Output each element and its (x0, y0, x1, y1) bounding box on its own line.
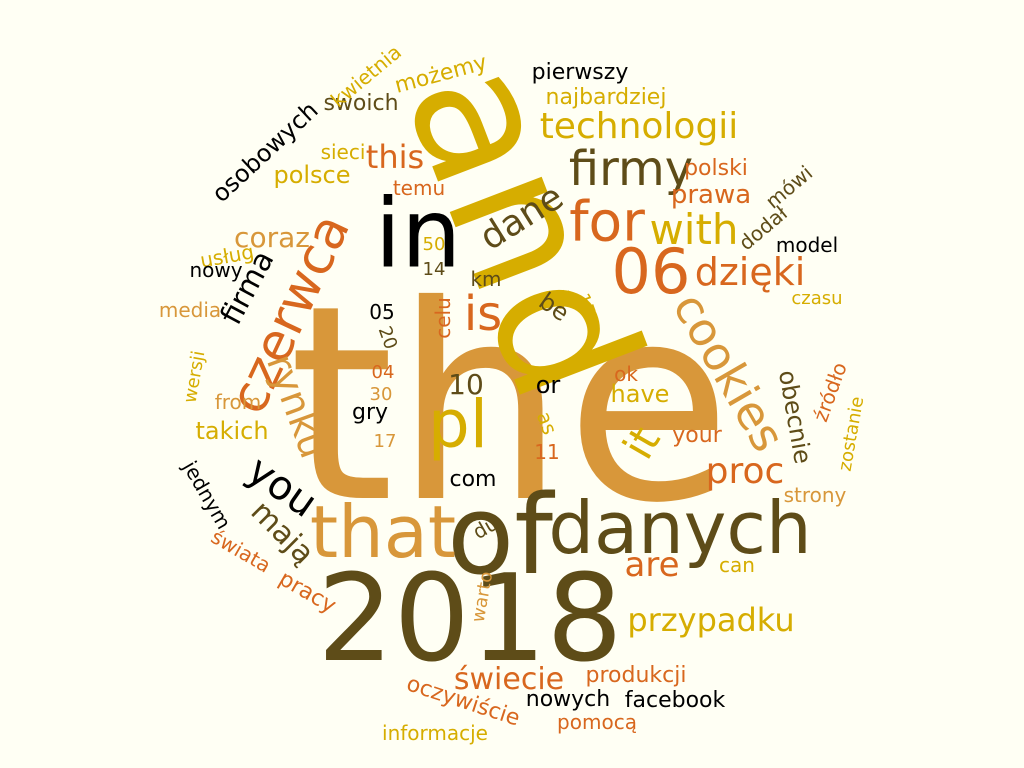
word-06: 06 (611, 235, 691, 308)
word-strony: strony (783, 483, 847, 507)
word-for: for (569, 189, 645, 254)
word-dzieki: dzięki (694, 250, 806, 294)
word-04: 04 (371, 362, 395, 383)
word-km: km (470, 267, 502, 291)
word-are: are (624, 545, 680, 585)
word-prawa: prawa (670, 180, 752, 210)
word-czasu: czasu (791, 288, 843, 309)
word-pierwszy: pierwszy (531, 60, 629, 85)
word-that: that (309, 490, 457, 574)
word-ok: ok (614, 362, 638, 386)
word-from: from (214, 390, 262, 414)
word-10: 10 (448, 368, 484, 401)
word-technologii: technologii (539, 106, 739, 147)
word-wersji: wersji (179, 349, 210, 405)
word-with: with (649, 205, 739, 254)
word-firmy: firmy (568, 141, 694, 197)
word-30: 30 (369, 384, 393, 405)
word-05: 05 (369, 300, 395, 324)
word-produkcji: produkcji (585, 663, 687, 688)
word-of: of (446, 471, 554, 599)
word-your: your (672, 423, 722, 448)
word-przypadku: przypadku (627, 601, 795, 639)
word-polski: polski (684, 156, 748, 181)
word-najbardziej: najbardziej (545, 85, 667, 110)
word-osobowych: osobowych (206, 96, 324, 208)
word-com: com (449, 467, 497, 492)
word-gry: gry (351, 400, 389, 425)
word-model: model (775, 233, 839, 257)
word-coraz: coraz (234, 221, 310, 254)
word-is: is (463, 286, 503, 342)
word-pl: pl (427, 386, 489, 463)
word-danych: danych (548, 486, 812, 570)
word-14: 14 (422, 259, 446, 280)
word-pomoca: pomocą (557, 710, 637, 734)
word-polsce: polsce (273, 161, 351, 189)
word-sieci: sieci (320, 140, 366, 164)
word-media: media (158, 298, 222, 322)
word-have: have (610, 380, 670, 408)
word-facebook: facebook (624, 688, 726, 713)
word-2018: 2018 (317, 550, 623, 689)
word-nowych: nowych (525, 687, 611, 712)
word-temu: temu (392, 176, 446, 200)
word-celu: celu (431, 297, 455, 339)
word-informacje: informacje (382, 721, 488, 745)
word-proc: proc (705, 451, 785, 492)
word-can: can (719, 553, 755, 577)
word-nowy: nowy (189, 258, 243, 282)
word-50: 50 (422, 234, 446, 255)
word-17: 17 (373, 431, 397, 452)
word-zostanie: zostanie (834, 394, 869, 473)
word-this: this (365, 138, 425, 176)
word-takich: takich (195, 417, 269, 445)
word-in: in (374, 179, 462, 290)
word-11: 11 (534, 440, 560, 464)
word-jednym: jednym (177, 456, 237, 534)
word-mowi: mówi (760, 160, 818, 214)
word-the: the (288, 247, 732, 562)
word-swoich: swoich (323, 91, 399, 116)
word-swiecie: świecie (453, 662, 565, 697)
word-or: or (535, 371, 561, 399)
